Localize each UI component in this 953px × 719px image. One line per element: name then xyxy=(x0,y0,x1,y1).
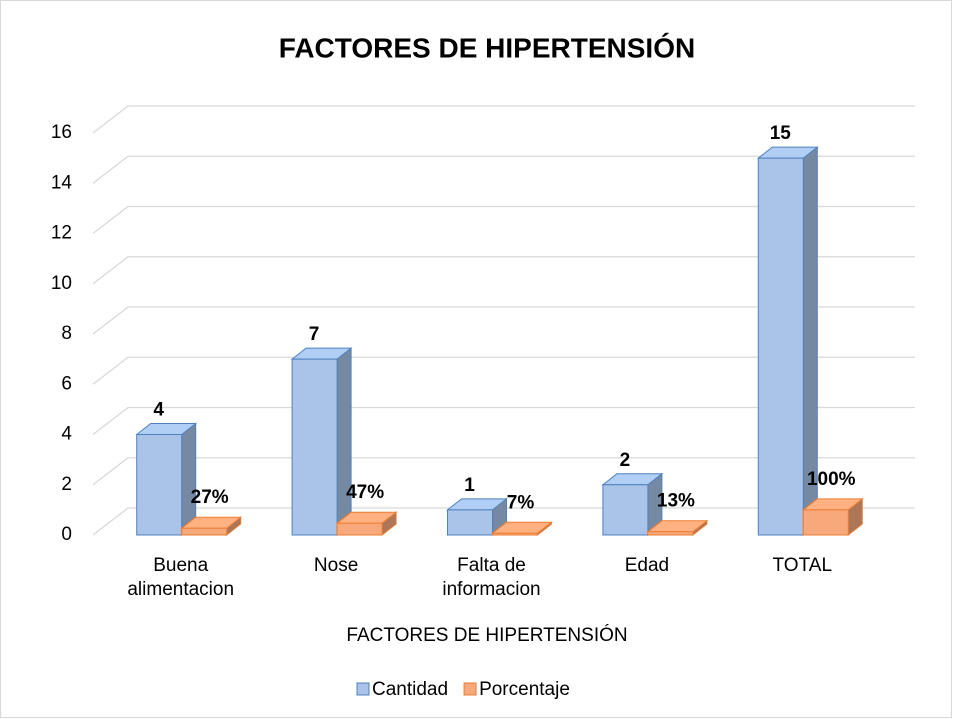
bar-front xyxy=(802,509,849,536)
bar xyxy=(646,519,709,537)
data-label: 4 xyxy=(153,400,164,421)
bar xyxy=(290,347,353,537)
bar xyxy=(135,422,198,537)
data-label: 15 xyxy=(770,123,792,144)
y-tick-label: 8 xyxy=(61,323,72,344)
data-label: 1 xyxy=(464,475,475,496)
y-tick-label: 12 xyxy=(51,223,72,244)
y-tick-label: 2 xyxy=(61,474,72,495)
y-tick-label: 0 xyxy=(61,524,72,545)
y-tick-label: 4 xyxy=(61,424,72,445)
grid-line xyxy=(92,306,915,335)
bar xyxy=(756,146,819,537)
y-tick-label: 14 xyxy=(51,172,73,193)
bar-front xyxy=(647,531,694,536)
data-label: 7% xyxy=(507,492,535,513)
bar-front xyxy=(181,527,228,536)
x-tick-label: Buena alimentacion xyxy=(127,555,234,600)
x-tick-label: Edad xyxy=(625,555,669,576)
grid-line xyxy=(92,457,915,486)
bar-front xyxy=(602,484,649,536)
grid-line xyxy=(92,406,915,436)
data-label: 7 xyxy=(309,324,320,345)
bar-front xyxy=(291,358,338,536)
bar xyxy=(446,497,508,537)
bar xyxy=(801,497,864,537)
legend-swatch xyxy=(463,682,477,696)
bar xyxy=(335,511,398,537)
x-tick-label: Nose xyxy=(314,555,358,576)
legend-label: Cantidad xyxy=(372,679,448,700)
bar xyxy=(180,516,243,537)
data-label: 47% xyxy=(346,482,384,503)
bar xyxy=(491,521,553,537)
grid-line xyxy=(92,105,915,134)
grid-line xyxy=(92,356,915,385)
bar-front xyxy=(447,509,493,536)
x-tick-label: TOTAL xyxy=(773,555,832,576)
y-tick-label: 6 xyxy=(61,373,72,394)
legend-swatch xyxy=(356,682,370,696)
grid-line xyxy=(92,155,915,184)
bar-front xyxy=(757,157,804,536)
bar xyxy=(601,472,664,537)
bar-front xyxy=(136,434,183,536)
data-label: 2 xyxy=(620,450,631,471)
legend-label: Porcentaje xyxy=(479,679,570,700)
bar-front xyxy=(492,532,538,536)
bar-front xyxy=(336,522,383,536)
y-tick-label: 16 xyxy=(51,122,72,143)
bar-side xyxy=(336,347,352,537)
chart-title: FACTORES DE HIPERTENSIÓN xyxy=(279,32,695,63)
x-tick-label: Falta de informacion xyxy=(442,555,540,600)
x-axis-title: FACTORES DE HIPERTENSIÓN xyxy=(346,624,627,646)
data-label: 100% xyxy=(807,469,856,490)
data-label: 13% xyxy=(657,491,695,512)
data-label: 27% xyxy=(191,487,229,508)
grid-line xyxy=(92,205,915,235)
grid-line xyxy=(92,256,915,285)
y-tick-label: 10 xyxy=(51,273,72,294)
